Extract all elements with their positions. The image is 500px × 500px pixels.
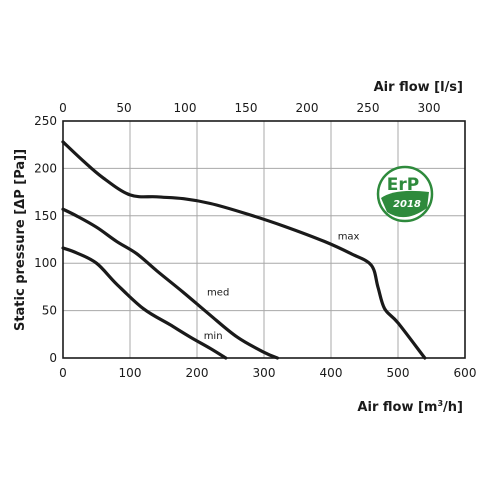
x-tick-label-bottom: 0 xyxy=(59,366,67,380)
y-tick-label: 0 xyxy=(49,351,57,365)
y-tick-label: 250 xyxy=(34,114,57,128)
y-tick-label: 100 xyxy=(34,256,57,270)
y-axis-title: Static pressure [ΔP [Pa]] xyxy=(13,149,28,331)
series-line-max xyxy=(61,140,427,360)
y-tick-label: 200 xyxy=(34,161,57,175)
series-line-min xyxy=(61,246,228,360)
x-axis-title-top: Air flow [l/s] xyxy=(374,80,463,95)
x-tick-label-bottom: 300 xyxy=(253,366,276,380)
series-line-med xyxy=(61,207,279,360)
chart-grid xyxy=(63,121,465,358)
x-tick-label-top: 250 xyxy=(357,101,380,115)
x-tick-label-bottom: 500 xyxy=(387,366,410,380)
series-label-med: med xyxy=(207,287,229,298)
series-label-max: max xyxy=(338,232,360,243)
x-tick-label-top: 100 xyxy=(174,101,197,115)
y-tick-label: 150 xyxy=(34,209,57,223)
erp-badge-year: 2018 xyxy=(393,199,421,210)
x-axis-title-bottom: Air flow [m3/h] xyxy=(357,399,463,415)
x-tick-label-top: 300 xyxy=(418,101,441,115)
erp-badge: ErP 2018 xyxy=(376,165,434,223)
y-tick-label: 50 xyxy=(42,304,57,318)
x-tick-label-bottom: 200 xyxy=(186,366,209,380)
x-tick-label-bottom: 600 xyxy=(454,366,477,380)
x-tick-label-top: 200 xyxy=(296,101,319,115)
series-label-min: min xyxy=(204,331,223,342)
tick-labels: 0 100 200 300 400 500 600 0 50 100 150 200 250 300 0 50… xyxy=(34,101,476,380)
x-tick-label-top: 50 xyxy=(116,101,131,115)
erp-badge-title: ErP xyxy=(387,175,419,195)
x-tick-label-top: 150 xyxy=(235,101,258,115)
plot-frame xyxy=(62,120,466,359)
x-tick-label-top: 0 xyxy=(59,101,67,115)
chart-series: max med min xyxy=(61,140,427,360)
x-tick-label-bottom: 400 xyxy=(320,366,343,380)
x-tick-label-bottom: 100 xyxy=(119,366,142,380)
